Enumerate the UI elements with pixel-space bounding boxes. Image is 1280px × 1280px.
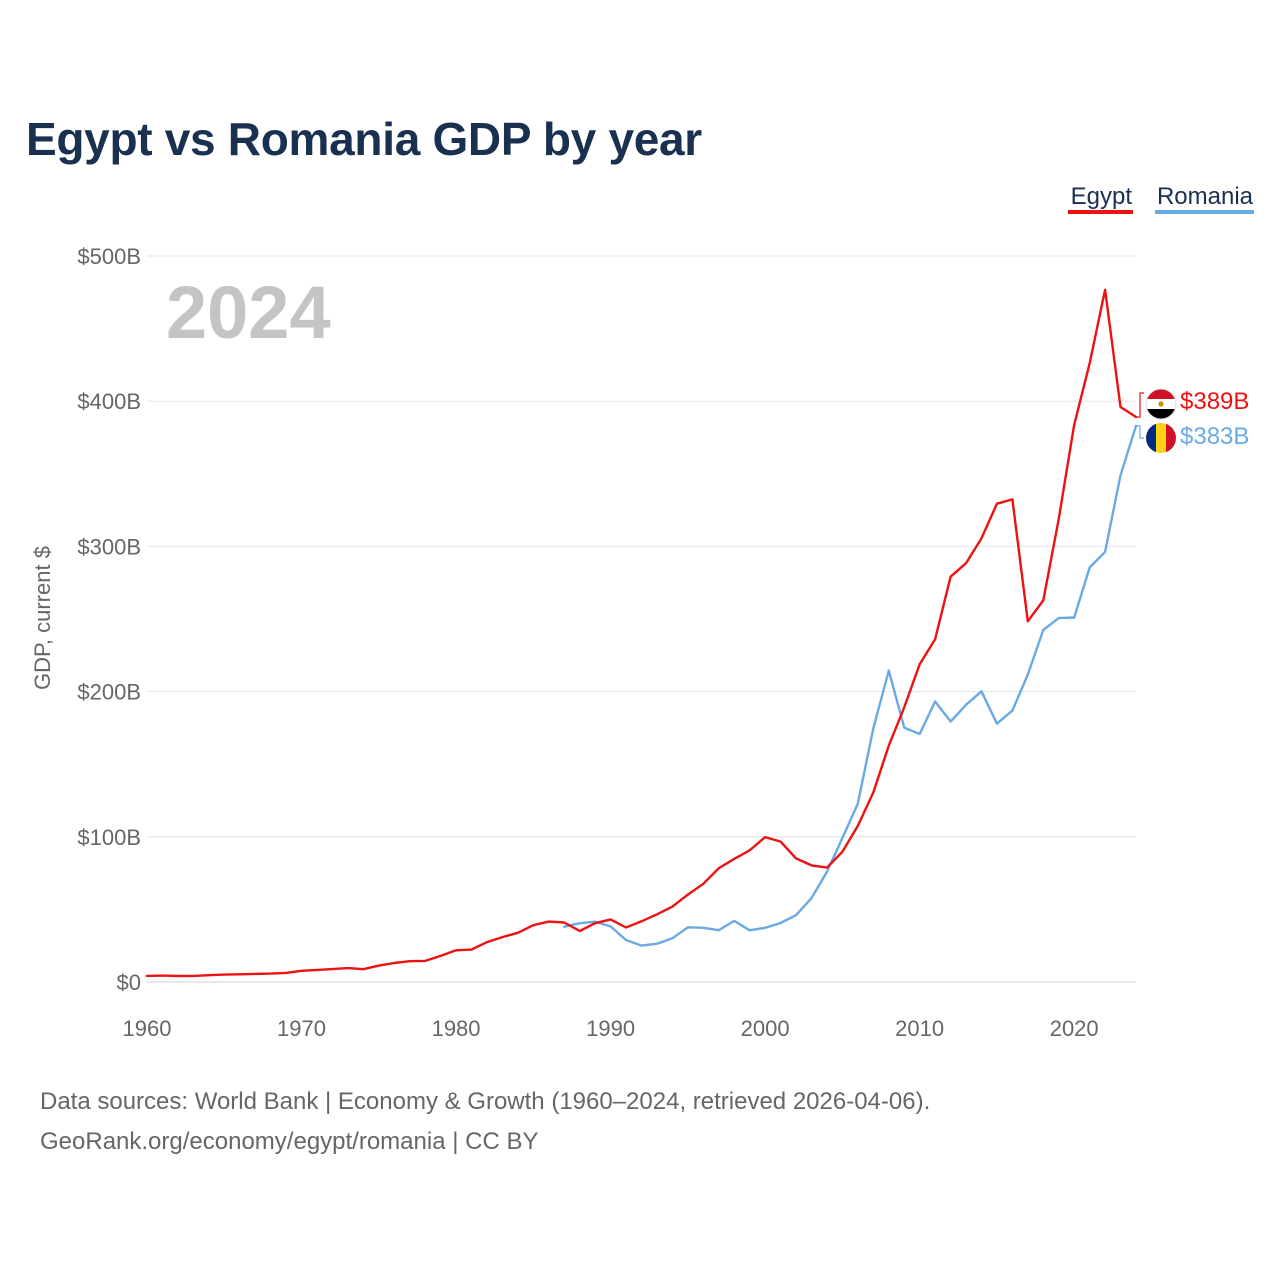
series-line-romania — [563, 424, 1138, 947]
chart-title: Egypt vs Romania GDP by year — [26, 113, 702, 165]
x-tick-label: 1970 — [277, 1016, 326, 1041]
legend-label-romania[interactable]: Romania — [1157, 183, 1254, 210]
end-leader-romania — [1136, 425, 1144, 439]
romania-flag-icon — [1146, 423, 1176, 453]
series-lines — [145, 288, 1138, 978]
year-watermark: 2024 — [166, 271, 331, 354]
y-tick-label: $500B — [77, 244, 141, 269]
legend-item-egypt[interactable]: Egypt — [1068, 183, 1133, 214]
legend-swatch-egypt — [1068, 210, 1133, 214]
y-axis-ticks: $0 $100B $200B $300B $400B $500B — [77, 244, 141, 995]
end-label-romania: $383B — [1180, 423, 1249, 450]
end-labels: $389B $383B — [1136, 388, 1249, 450]
x-tick-label: 1990 — [586, 1016, 635, 1041]
legend-label-egypt[interactable]: Egypt — [1071, 183, 1133, 210]
egypt-flag-icon — [1145, 388, 1177, 420]
legend: Egypt Romania — [1068, 183, 1254, 214]
y-tick-label: $400B — [77, 389, 141, 414]
source-note: Data sources: World Bank | Economy & Gro… — [40, 1082, 930, 1162]
x-tick-label: 2010 — [895, 1016, 944, 1041]
legend-item-romania[interactable]: Romania — [1155, 183, 1254, 214]
x-tick-label: 2020 — [1050, 1016, 1099, 1041]
legend-swatch-romania — [1155, 210, 1254, 214]
source-line-1: Data sources: World Bank | Economy & Gro… — [40, 1088, 931, 1115]
end-leader-egypt — [1136, 392, 1144, 418]
x-tick-label: 1980 — [432, 1016, 481, 1041]
series-line-egypt — [145, 288, 1138, 978]
source-line-2: GeoRank.org/economy/egypt/romania | CC B… — [40, 1128, 539, 1155]
end-label-egypt: $389B — [1180, 388, 1249, 415]
x-tick-label: 2000 — [741, 1016, 790, 1041]
grid-lines — [147, 255, 1136, 983]
y-tick-label: $0 — [117, 970, 141, 995]
x-axis-ticks: 1960 1970 1980 1990 2000 2010 2020 — [123, 1016, 1099, 1041]
y-axis-label: GDP, current $ — [30, 546, 55, 690]
y-tick-label: $200B — [77, 680, 141, 705]
y-tick-label: $100B — [77, 825, 141, 850]
y-tick-label: $300B — [77, 534, 141, 559]
x-tick-label: 1960 — [123, 1016, 172, 1041]
